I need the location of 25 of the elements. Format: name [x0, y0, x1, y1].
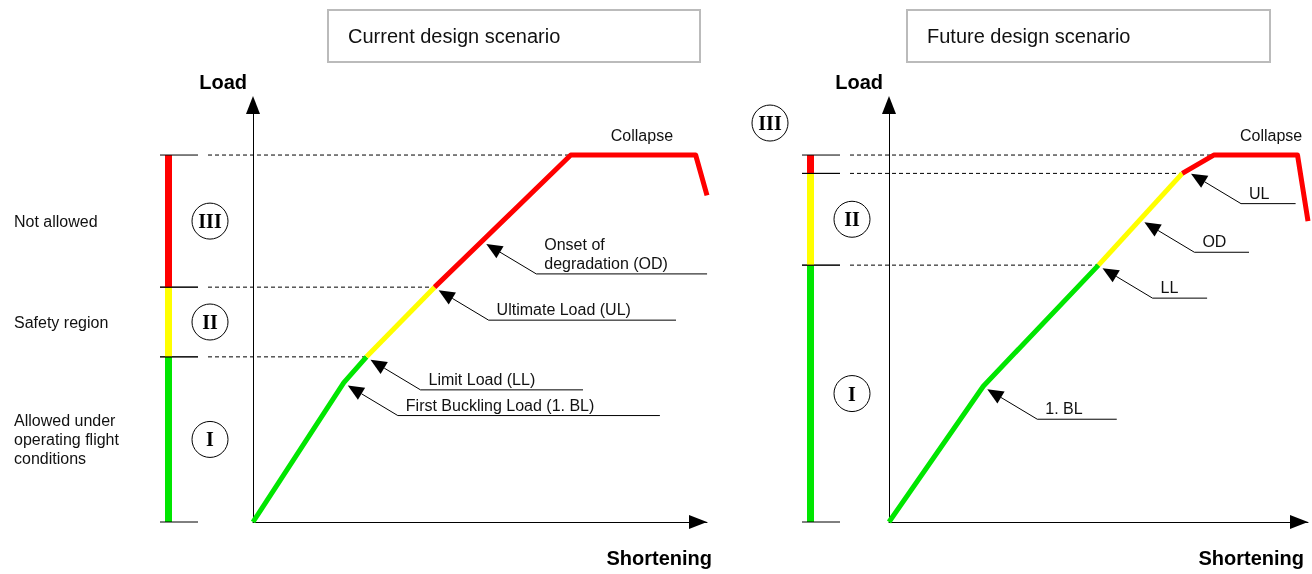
chart-title: Current design scenario — [348, 25, 561, 47]
ref-line-label: Collapse — [1240, 126, 1303, 144]
text: III — [758, 112, 782, 135]
text: II — [202, 311, 218, 334]
ref-line-label: Collapse — [610, 126, 674, 144]
annotation: Onset of degradation (OD) — [544, 235, 668, 272]
text: Safety region — [14, 314, 109, 332]
annotation: Ultimate Load (UL) — [496, 301, 631, 319]
y-axis-title: Load — [835, 71, 883, 93]
text: I — [206, 428, 215, 451]
annotation: UL — [1249, 184, 1270, 202]
text: I — [848, 382, 857, 405]
text: II — [844, 208, 860, 231]
x-axis-title: Shortening — [606, 547, 712, 569]
annotation: First Buckling Load (1. BL) — [405, 396, 595, 414]
text: III — [198, 210, 222, 233]
text: Allowed under operating flight conditions — [14, 412, 120, 468]
annotation: Limit Load (LL) — [428, 370, 536, 388]
annotation: LL — [1160, 279, 1179, 297]
annotation: 1. BL — [1045, 400, 1083, 418]
annotation: OD — [1202, 233, 1227, 251]
text: Not allowed — [14, 213, 98, 231]
y-axis-title: Load — [199, 71, 247, 93]
x-axis-title: Shortening — [1198, 547, 1304, 569]
chart-title: Future design scenario — [927, 25, 1131, 47]
